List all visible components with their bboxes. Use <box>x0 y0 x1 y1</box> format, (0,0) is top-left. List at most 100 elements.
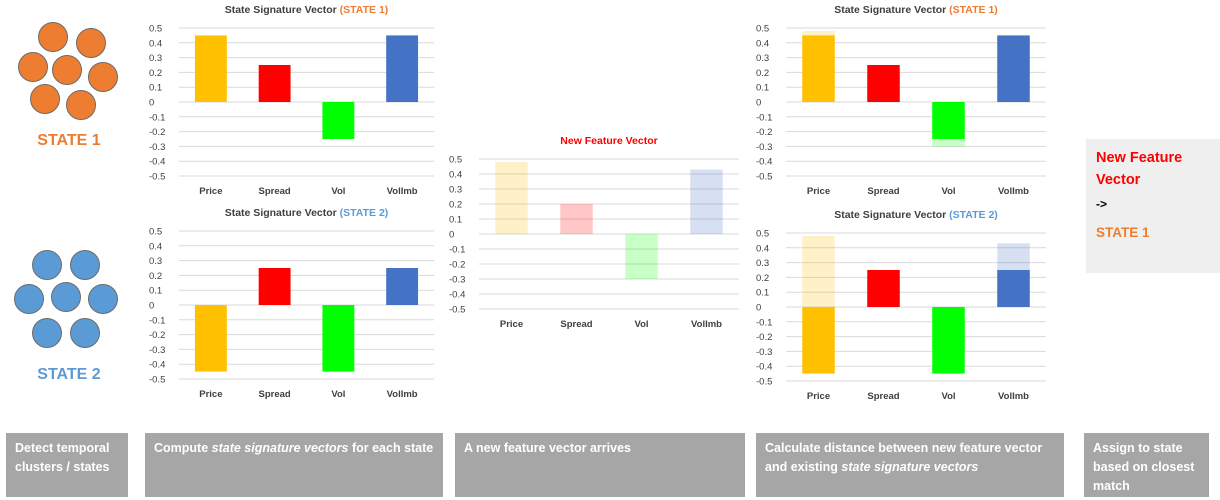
step-5-text: Assign to state based on closest match <box>1093 441 1195 493</box>
bar-spread <box>867 270 900 307</box>
bar-volimb <box>690 169 723 234</box>
cluster-point <box>14 284 44 314</box>
cluster-point <box>76 28 106 58</box>
x-tick-label: VolImb <box>998 391 1029 402</box>
step-4-text: Calculate distance between new feature v… <box>765 441 1043 474</box>
bar-vol <box>932 102 965 139</box>
chart-title: State Signature Vector (STATE 1) <box>834 4 998 16</box>
y-tick-label: 0.2 <box>149 271 162 282</box>
y-tick-label: -0.4 <box>756 362 772 373</box>
y-tick-label: 0.1 <box>449 215 462 226</box>
step-calculate-distance: Calculate distance between new feature v… <box>756 433 1064 497</box>
bar-price <box>802 35 835 102</box>
y-tick-label: 0 <box>149 98 154 109</box>
bar-spread <box>258 268 291 305</box>
y-tick-label: 0 <box>449 230 454 241</box>
y-tick-label: -0.1 <box>756 112 772 123</box>
y-tick-label: -0.1 <box>449 245 465 256</box>
cluster-point <box>32 318 62 348</box>
bar-volimb <box>386 268 419 305</box>
state-2-cluster <box>14 250 124 354</box>
y-tick-label: 0.4 <box>149 38 162 49</box>
new-feature-vector-chart: New Feature Vector 0.5 0.4 0.3 0.2 0.1 0 -0.1 -0… <box>449 135 739 330</box>
y-tick-label: 0.3 <box>756 258 769 269</box>
y-tick-label: 0.4 <box>756 38 769 49</box>
bar-volimb <box>997 270 1030 307</box>
y-tick-label: 0.5 <box>756 24 769 35</box>
bar-spread <box>560 204 593 234</box>
step-compute-signatures: Compute state signature vectors for each… <box>145 433 443 497</box>
y-tick-label: 0 <box>149 301 154 312</box>
y-tick-label: 0.5 <box>149 227 162 238</box>
cluster-point <box>70 250 100 280</box>
bar-price <box>194 305 227 372</box>
state-1-signature-chart: State Signature Vector (STATE 1) 0.5 0.4 0.… <box>149 4 434 197</box>
step-assign-state: Assign to state based on closest match <box>1084 433 1209 497</box>
chart-title: New Feature Vector <box>560 135 657 147</box>
cluster-point <box>52 55 82 85</box>
bar-price <box>194 35 227 102</box>
y-tick-label: -0.4 <box>756 157 772 168</box>
chart-title-text: State Signature Vector <box>225 207 340 219</box>
x-tick-label: VolImb <box>998 186 1029 197</box>
bar-price <box>802 307 835 374</box>
y-tick-label: 0.5 <box>149 24 162 35</box>
x-tick-label: Price <box>500 319 523 330</box>
y-tick-label: -0.1 <box>756 317 772 328</box>
y-tick-label: -0.1 <box>149 315 165 326</box>
y-tick-label: 0.3 <box>449 185 462 196</box>
bar-volimb <box>997 35 1030 102</box>
y-tick-label: 0.1 <box>756 288 769 299</box>
chart-title-text: New Feature Vector <box>560 135 657 147</box>
y-tick-label: 0.1 <box>756 83 769 94</box>
cluster-point <box>32 250 62 280</box>
step-3-text: A new feature vector arrives <box>464 441 631 455</box>
y-tick-label: -0.2 <box>756 332 772 343</box>
x-tick-label: Vol <box>941 391 955 402</box>
cluster-point <box>18 52 48 82</box>
y-tick-label: 0.2 <box>449 200 462 211</box>
y-tick-label: 0.1 <box>149 83 162 94</box>
chart-title-text: State Signature Vector <box>834 209 949 221</box>
y-tick-label: -0.3 <box>756 142 772 153</box>
step-1-text: Detect temporal clusters / states <box>15 441 110 474</box>
y-tick-label: -0.2 <box>449 260 465 271</box>
step-new-vector-arrives: A new feature vector arrives <box>455 433 745 497</box>
result-title: New Feature Vector <box>1096 150 1183 188</box>
y-tick-label: -0.3 <box>449 275 465 286</box>
y-tick-label: 0.4 <box>149 241 162 252</box>
bar-volimb <box>386 35 419 102</box>
bar-spread <box>867 65 900 102</box>
y-tick-label: 0 <box>756 303 761 314</box>
y-tick-label: 0.4 <box>449 170 462 181</box>
step-detect-clusters: Detect temporal clusters / states <box>6 433 128 497</box>
y-tick-label: -0.2 <box>149 127 165 138</box>
cluster-point <box>30 84 60 114</box>
y-tick-label: -0.3 <box>149 142 165 153</box>
y-tick-label: -0.5 <box>756 377 772 388</box>
result-state: STATE 1 <box>1096 225 1150 240</box>
x-tick-label: Vol <box>331 389 345 400</box>
y-tick-label: 0.3 <box>756 53 769 64</box>
y-tick-label: -0.5 <box>149 172 165 183</box>
chart-title: State Signature Vector (STATE 2) <box>225 207 389 219</box>
bar-price <box>495 162 528 234</box>
bar-price <box>802 235 835 307</box>
chart-title-state: (STATE 1) <box>340 4 389 16</box>
cluster-point <box>38 22 68 52</box>
y-tick-label: -0.5 <box>449 305 465 316</box>
x-tick-label: Spread <box>867 186 899 197</box>
state-1-cluster <box>14 20 124 124</box>
y-tick-label: 0 <box>756 98 761 109</box>
y-tick-label: 0.2 <box>149 68 162 79</box>
chart-title-text: State Signature Vector <box>225 4 340 16</box>
y-tick-label: 0.4 <box>756 243 769 254</box>
chart-title-state: (STATE 1) <box>949 4 998 16</box>
step-2-text: Compute state signature vectors for each… <box>154 441 434 455</box>
cluster-point <box>88 284 118 314</box>
x-tick-label: Price <box>199 186 222 197</box>
y-tick-label: -0.5 <box>756 172 772 183</box>
y-tick-label: -0.4 <box>449 290 465 301</box>
y-tick-label: -0.2 <box>149 330 165 341</box>
x-tick-label: Price <box>807 391 830 402</box>
